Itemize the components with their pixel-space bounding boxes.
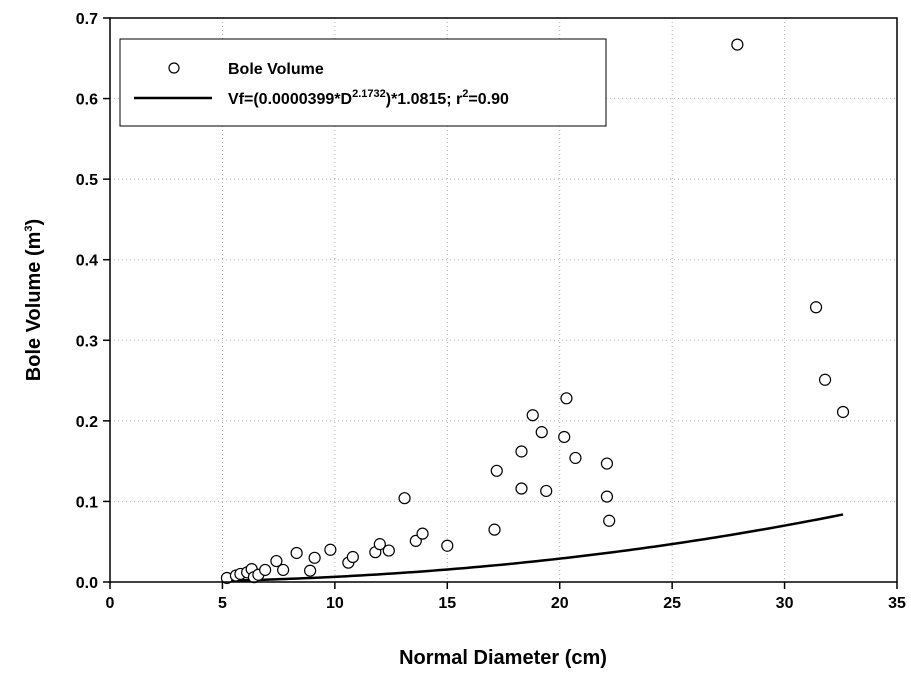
fit-label-r2sup: 2: [462, 88, 468, 100]
data-point: [290, 546, 303, 560]
legend: Bole Volume Vf=(0.0000399*D2.1732)*1.081…: [119, 38, 607, 127]
y-tick-labels: 0.0 0.1 0.2 0.3 0.4 0.5 0.6 0.7: [76, 11, 98, 592]
x-tick-label: 35: [888, 595, 906, 612]
y-tick-label: 0.4: [76, 253, 98, 270]
data-point: [836, 405, 850, 419]
data-point: [731, 38, 744, 51]
y-tick-label: 0.3: [76, 333, 98, 350]
legend-box: [119, 38, 607, 127]
data-point: [346, 550, 359, 564]
fit-label-c: =0.90: [468, 91, 509, 108]
data-point: [600, 457, 614, 470]
x-axis-title: Normal Diameter (cm): [399, 647, 607, 669]
legend-fit-label: Vf=(0.0000399*D2.1732)*1.0815; r2=0.90: [228, 88, 509, 108]
y-tick-label: 0.5: [76, 172, 98, 189]
data-points: [220, 38, 850, 585]
data-point: [526, 409, 539, 422]
x-tick-label: 30: [776, 595, 794, 612]
data-point: [416, 527, 429, 540]
fit-curve-layer: [229, 513, 844, 582]
y-tick-label: 0.2: [76, 414, 98, 431]
data-point: [441, 539, 454, 552]
axis-ticks: [103, 17, 898, 589]
fit-label-a: Vf=(0.0000399*D: [228, 91, 352, 108]
x-tick-label: 25: [663, 595, 681, 612]
data-point: [277, 563, 290, 577]
data-point: [373, 538, 386, 551]
data-point: [560, 392, 573, 405]
fit-label-exp: 2.1732: [352, 88, 386, 100]
data-point: [270, 554, 283, 568]
x-tick-label: 0: [106, 595, 115, 612]
x-tick-label: 15: [438, 595, 456, 612]
x-tick-labels: 0 5 10 15 20 25 30 35: [106, 595, 906, 612]
y-tick-label: 0.1: [76, 494, 98, 511]
data-point: [259, 563, 272, 577]
x-tick-label: 10: [326, 595, 344, 612]
fit-curve: [229, 513, 844, 582]
fit-label-b: )*1.0815; r: [386, 91, 463, 108]
y-axis-title-main: Bole Volume (m: [23, 232, 45, 382]
data-point: [600, 490, 614, 503]
data-point: [558, 430, 571, 444]
y-axis-title: Bole Volume (m3): [23, 219, 45, 381]
data-point: [490, 464, 503, 477]
legend-point-marker: [168, 62, 180, 74]
data-point: [809, 301, 823, 314]
data-point: [382, 544, 395, 557]
data-point: [603, 514, 616, 527]
data-point: [515, 482, 528, 495]
data-point: [324, 543, 337, 556]
y-axis-title-end: ): [23, 219, 45, 226]
y-tick-label: 0.6: [76, 92, 98, 109]
legend-points-label: Bole Volume: [228, 61, 324, 78]
data-point: [308, 551, 321, 564]
y-axis-title-sup: 3: [23, 225, 35, 231]
plot-frame: [109, 17, 898, 583]
y-tick-label: 0.7: [76, 11, 98, 28]
y-tick-label: 0.0: [76, 575, 98, 592]
data-point: [818, 373, 832, 386]
data-point: [398, 492, 411, 505]
data-point: [535, 426, 548, 439]
x-tick-label: 5: [218, 595, 227, 612]
data-point: [488, 523, 501, 536]
data-point: [304, 564, 317, 577]
data-point: [569, 451, 582, 465]
data-point: [515, 445, 528, 458]
x-tick-label: 20: [551, 595, 569, 612]
data-point: [540, 484, 553, 498]
